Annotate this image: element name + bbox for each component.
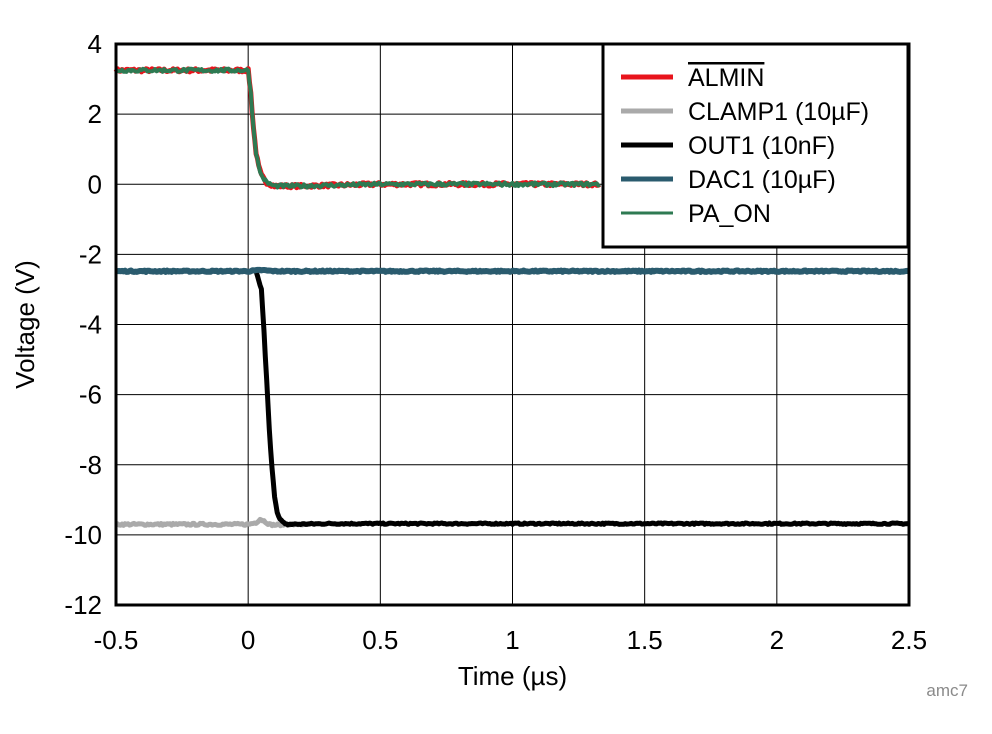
y-tick-label: 4	[88, 29, 102, 59]
series-line-pa-on	[114, 66, 601, 190]
y-tick-label: -6	[79, 380, 102, 410]
figure-id-footnote: amc7	[926, 681, 968, 700]
x-tick-label: 0	[241, 625, 255, 655]
x-tick-label: 0.5	[362, 625, 398, 655]
x-tick-label: 1.5	[627, 625, 663, 655]
series-line-almin	[113, 66, 602, 191]
x-tick-label: 1	[505, 625, 519, 655]
legend: ALMIN CLAMP1 (10µF) OUT1 (10nF) DAC1 (10µF)…	[601, 42, 910, 249]
y-tick-label: 2	[88, 99, 102, 129]
y-tick-label: -2	[79, 239, 102, 269]
x-tick-label: -0.5	[94, 625, 139, 655]
y-tick-label: -12	[64, 590, 102, 620]
legend-label: OUT1 (10nF)	[688, 132, 835, 160]
legend-label: ALMIN	[688, 64, 764, 92]
y-tick-label: -4	[79, 310, 102, 340]
legend-label: CLAMP1 (10µF)	[688, 98, 869, 126]
x-tick-label: 2.5	[891, 625, 927, 655]
series-line-clamp1-10-f	[115, 516, 316, 529]
y-tick-label: -10	[64, 520, 102, 550]
y-tick-label: -8	[79, 450, 102, 480]
legend-label: DAC1 (10µF)	[688, 166, 836, 194]
series-lines	[113, 66, 911, 529]
x-tick-labels: -0.5 0 0.5 1 1.5 2 2.5	[94, 625, 927, 655]
y-axis-label: Voltage (V)	[10, 260, 40, 389]
plot-frame	[114, 42, 911, 607]
y-tick-label: 0	[88, 169, 102, 199]
series-line-dac1-10-f	[114, 266, 911, 275]
series-line-out1-10nf	[253, 270, 910, 528]
legend-label: PA_ON	[688, 200, 771, 228]
x-tick-label: 2	[770, 625, 784, 655]
x-axis-label: Time (µs)	[458, 661, 567, 691]
y-tick-labels: -12 -10 -8 -6 -4 -2 0 2 4	[64, 29, 102, 620]
